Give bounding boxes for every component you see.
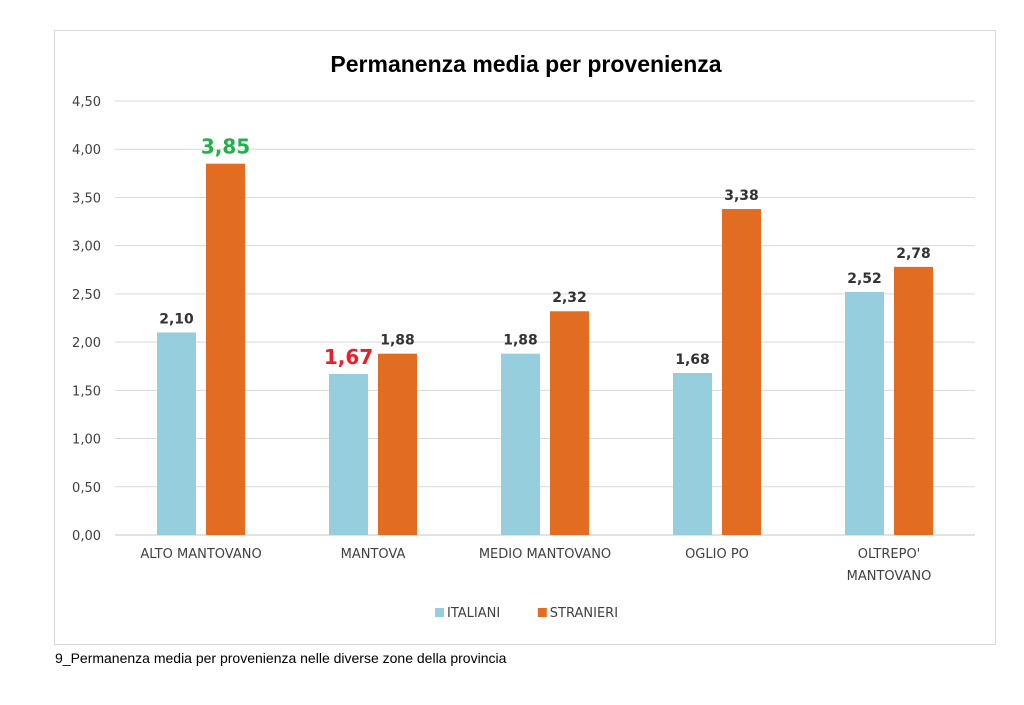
bar-italiani (329, 373, 368, 535)
chart-frame: Permanenza media per provenienza 0,00 0,5… (54, 30, 996, 645)
bar-stranieri (722, 209, 761, 536)
bar-stranieri (378, 353, 417, 535)
data-label: 1,68 (675, 352, 710, 368)
y-tick-label: 0,50 (72, 481, 101, 496)
chart-title: Permanenza media per provenienza (330, 51, 721, 77)
y-tick-label: 3,50 (72, 191, 101, 206)
data-label: 3,38 (724, 188, 759, 204)
legend-label-italiani: ITALIANI (447, 606, 500, 621)
x-tick-label-line: OGLIO PO (685, 547, 749, 562)
x-tick-label: OLTREPO' MANTOVANO (847, 547, 932, 584)
x-tick-label-line: MANTOVANO (847, 569, 932, 584)
data-label: 2,32 (552, 290, 587, 306)
x-tick-label: OGLIO PO (685, 547, 749, 562)
bars (157, 163, 933, 536)
data-label: 1,88 (380, 333, 415, 349)
data-label: 1,67 (324, 345, 373, 369)
gridlines (115, 100, 975, 536)
data-labels: 2,10 3,85 1,67 1,88 1,88 2,32 1,68 3,38 2,52 2,78 (159, 135, 931, 369)
x-tick-label-line: MANTOVA (341, 547, 406, 562)
legend-swatch-stranieri (537, 608, 547, 617)
bar-stranieri (206, 163, 245, 535)
bar-chart: Permanenza media per provenienza 0,00 0,5… (72, 51, 975, 621)
data-label: 3,85 (201, 135, 250, 159)
bar-italiani (673, 372, 712, 535)
y-tick-label: 2,00 (72, 336, 101, 351)
legend-label-stranieri: STRANIERI (550, 606, 618, 621)
y-tick-label: 1,00 (72, 433, 101, 448)
bar-italiani (157, 332, 196, 535)
x-tick-label: ALTO MANTOVANO (140, 547, 261, 562)
y-tick-label: 4,50 (72, 95, 101, 110)
data-label: 2,10 (159, 311, 194, 327)
figure-caption: 9_Permanenza media per provenienza nelle… (55, 650, 507, 666)
bar-stranieri (894, 266, 933, 535)
data-label: 2,78 (896, 246, 931, 262)
y-tick-label: 0,00 (72, 529, 101, 544)
x-tick-label: MEDIO MANTOVANO (479, 547, 611, 562)
y-tick-label: 4,00 (72, 143, 101, 158)
bar-stranieri (550, 311, 589, 535)
x-tick-label-line: OLTREPO' (858, 547, 921, 562)
data-label: 1,88 (503, 333, 538, 349)
x-tick-label-line: MEDIO MANTOVANO (479, 547, 611, 562)
y-tick-label: 3,00 (72, 240, 101, 255)
x-tick-label: MANTOVA (341, 547, 406, 562)
y-tick-label: 2,50 (72, 288, 101, 303)
y-axis-ticks: 0,00 0,50 1,00 1,50 2,00 2,50 3,00 3,50 4,00 4,50 (72, 95, 101, 544)
legend-swatch-italiani (435, 608, 444, 617)
x-axis-ticks: ALTO MANTOVANO MANTOVA MEDIO MANTOVANO OGLI… (140, 547, 931, 584)
y-tick-label: 1,50 (72, 384, 101, 399)
x-tick-label-line: ALTO MANTOVANO (140, 547, 261, 562)
data-label: 2,52 (847, 271, 882, 287)
legend: ITALIANI STRANIERI (435, 606, 618, 621)
bar-italiani (845, 291, 884, 535)
bar-italiani (501, 353, 540, 535)
